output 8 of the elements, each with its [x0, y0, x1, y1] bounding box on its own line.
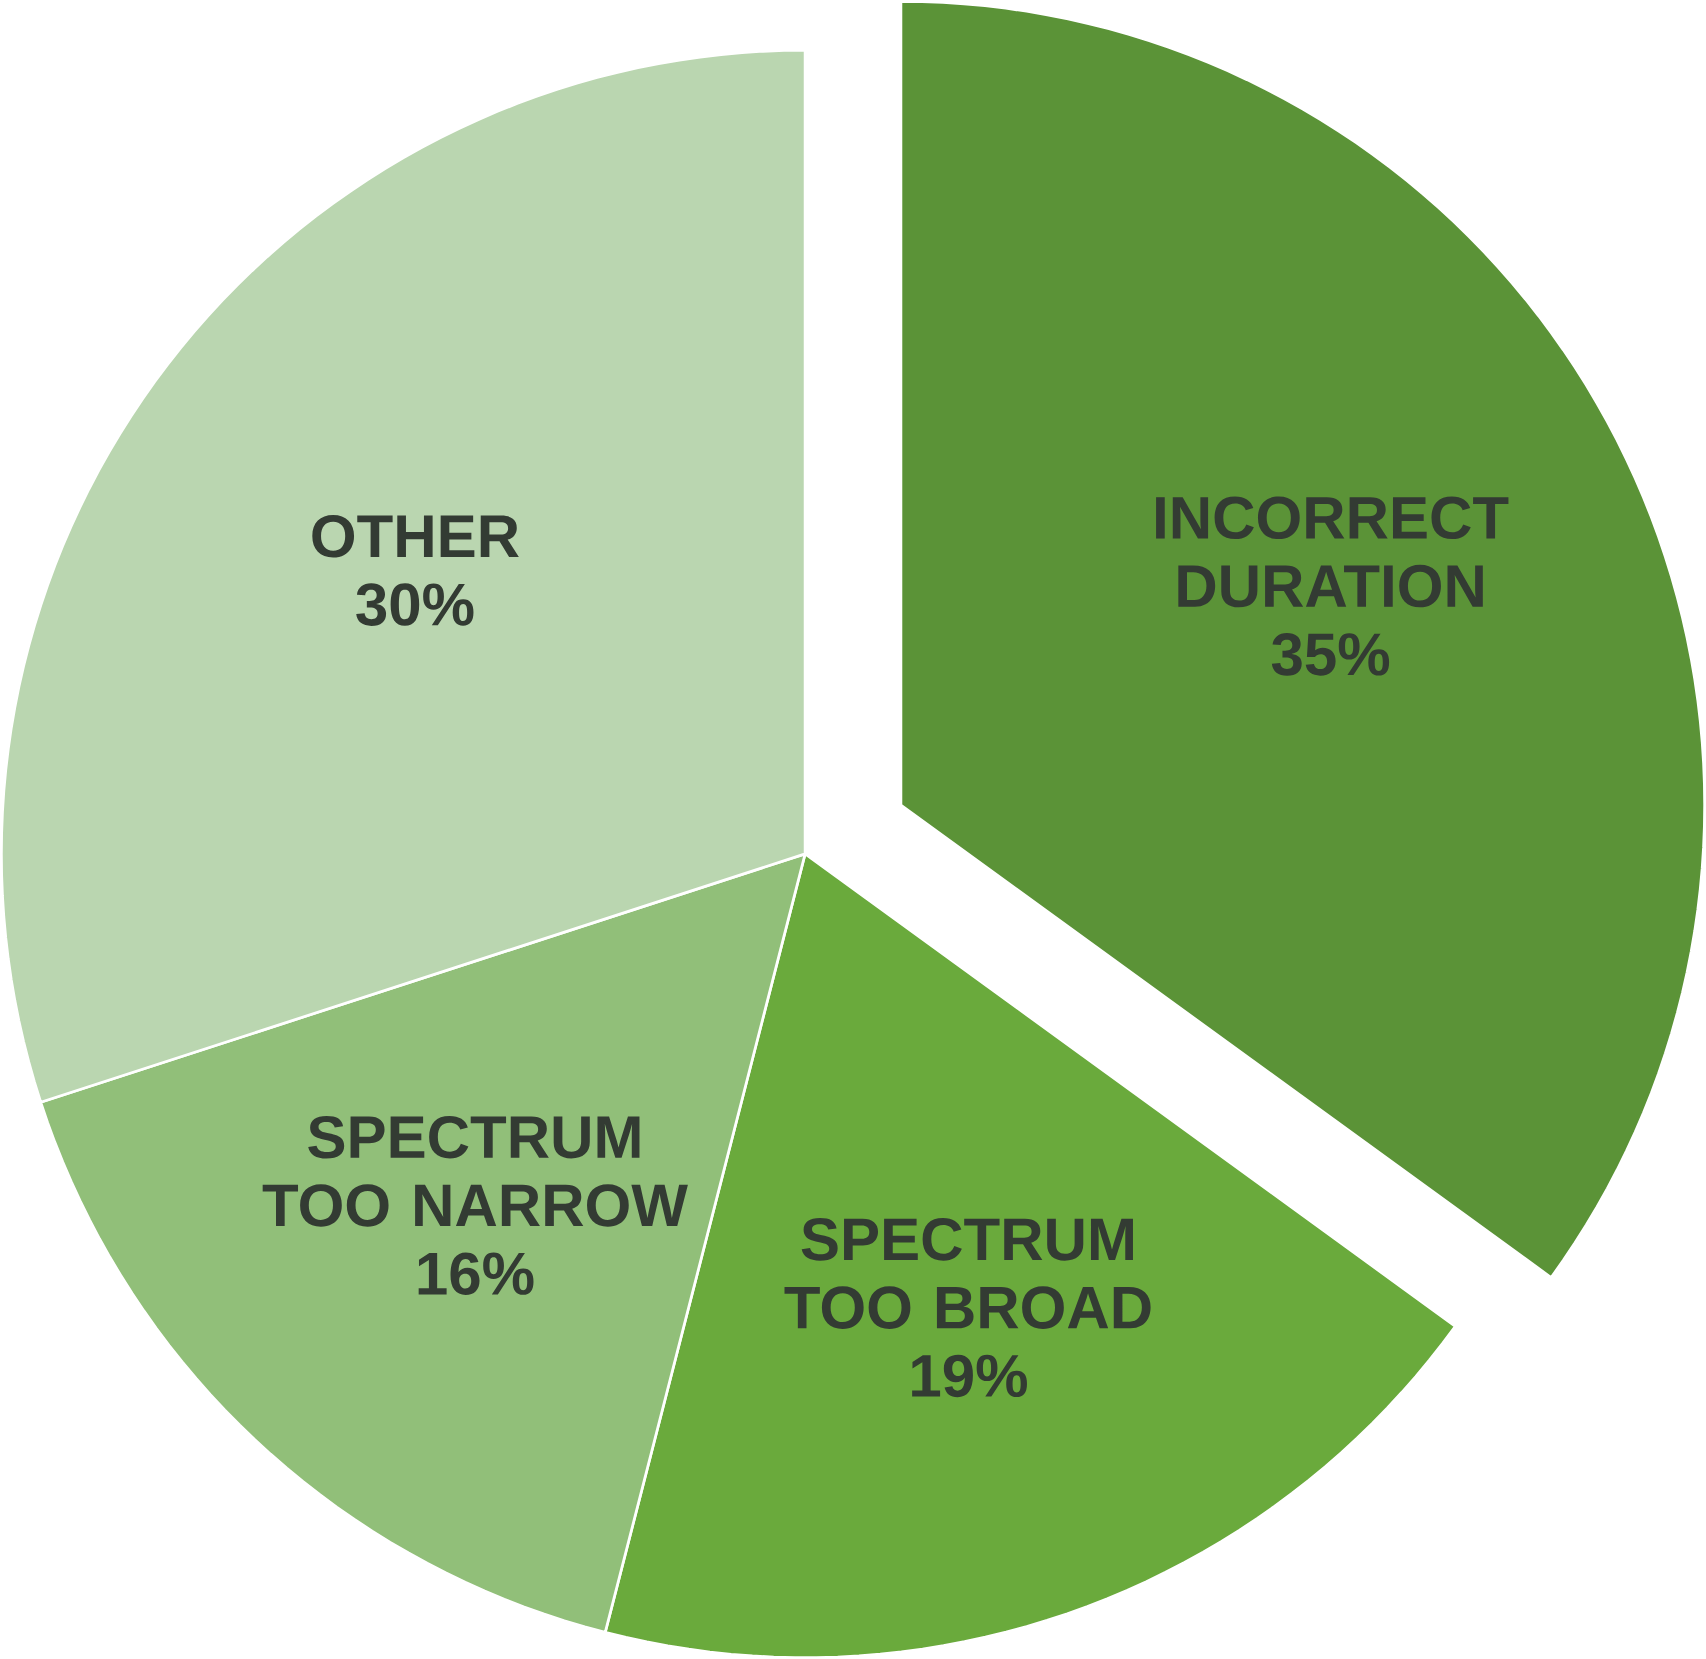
- data-label: 30%: [356, 583, 474, 626]
- data-label: 16%: [418, 1252, 534, 1295]
- slice-label: INCORRECT DURATION: [1156, 496, 1509, 608]
- slice-label: SPECTRUM TOO NARROW: [262, 1115, 688, 1227]
- slice-label: OTHER: [312, 515, 519, 558]
- data-label: 19%: [912, 1354, 1027, 1398]
- data-label: 35%: [1271, 633, 1390, 676]
- slice-label: SPECTRUM TOO BROAD: [784, 1218, 1151, 1329]
